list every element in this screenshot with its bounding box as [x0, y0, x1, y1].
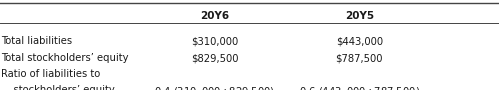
Text: $443,000: $443,000	[336, 36, 383, 46]
Text: 0.4 ($310,000 ÷ $829,500): 0.4 ($310,000 ÷ $829,500)	[154, 85, 275, 90]
Text: 20Y6: 20Y6	[200, 11, 229, 21]
Text: Total stockholders’ equity: Total stockholders’ equity	[1, 53, 129, 63]
Text: stockholders’ equity: stockholders’ equity	[1, 85, 115, 90]
Text: $787,500: $787,500	[335, 53, 383, 63]
Text: 0.6 ($443,000 ÷ $787,500): 0.6 ($443,000 ÷ $787,500)	[299, 85, 420, 90]
Text: Total liabilities: Total liabilities	[1, 36, 72, 46]
Text: 20Y5: 20Y5	[345, 11, 374, 21]
Text: $310,000: $310,000	[191, 36, 238, 46]
Text: Ratio of liabilities to: Ratio of liabilities to	[1, 69, 100, 79]
Text: $829,500: $829,500	[191, 53, 239, 63]
